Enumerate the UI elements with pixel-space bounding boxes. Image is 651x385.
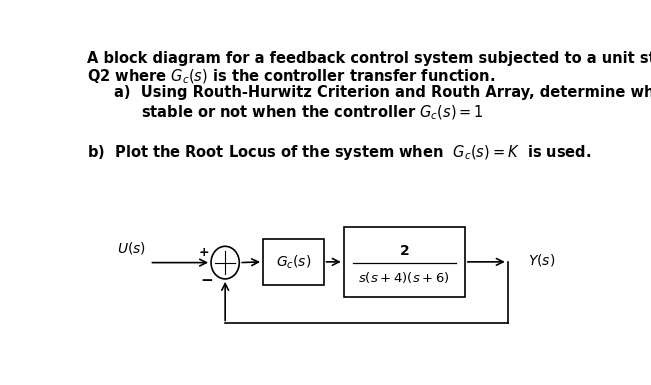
Text: A block diagram for a feedback control system subjected to a unit step input is : A block diagram for a feedback control s… [87, 51, 651, 66]
Text: stable or not when the controller $G_c(s) = 1$: stable or not when the controller $G_c(s… [141, 103, 484, 122]
Text: $Y(s)$: $Y(s)$ [528, 253, 555, 268]
Text: $s(s + 4)(s + 6)$: $s(s + 4)(s + 6)$ [359, 270, 450, 285]
Text: −: − [201, 273, 213, 288]
Text: 2: 2 [400, 244, 409, 258]
Text: +: + [199, 246, 209, 259]
Text: $U(s)$: $U(s)$ [117, 240, 146, 256]
Text: a)  Using Routh-Hurwitz Criterion and Routh Array, determine whether the system : a) Using Routh-Hurwitz Criterion and Rou… [114, 85, 651, 100]
Text: b)  Plot the Root Locus of the system when  $G_c(s) = K$  is used.: b) Plot the Root Locus of the system whe… [87, 144, 592, 162]
Text: Q2 where $G_c(s)$ is the controller transfer function.: Q2 where $G_c(s)$ is the controller tran… [87, 67, 496, 86]
Text: $G_c(s)$: $G_c(s)$ [275, 253, 311, 271]
